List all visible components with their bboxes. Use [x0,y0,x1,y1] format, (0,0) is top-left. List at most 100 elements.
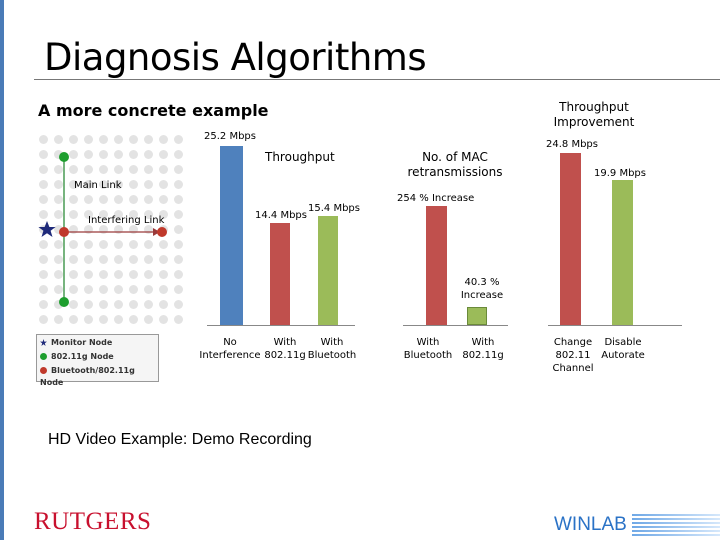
title-divider [34,79,720,80]
grid-dot [69,195,78,204]
grid-dot [144,270,153,279]
grid-dot [129,150,138,159]
grid-dot [144,165,153,174]
grid-dot [39,180,48,189]
grid-dot [114,240,123,249]
grid-dot [54,180,63,189]
circle-icon [40,353,47,360]
grid-dot [144,210,153,219]
grid-dot [174,255,183,264]
winlab-logo-stripes [632,514,720,538]
grid-dot [114,270,123,279]
grid-dot [39,195,48,204]
grid-dot [54,240,63,249]
chart-1-title: Throughput [265,150,335,164]
grid-dot [129,255,138,264]
grid-dot [174,180,183,189]
grid-dot [159,135,168,144]
grid-dot [129,270,138,279]
grid-dot [84,315,93,324]
bar-with-80211g [270,223,290,325]
grid-dot [129,225,138,234]
grid-dot [114,315,123,324]
grid-dot [99,180,108,189]
wifi-node-top [59,152,69,162]
grid-dot [159,165,168,174]
grid-dot [99,225,108,234]
bar-no-interference [220,146,243,325]
grid-dot [129,240,138,249]
grid-dot [69,165,78,174]
grid-dot [99,270,108,279]
monitor-node-star-icon [38,221,56,237]
grid-dot [114,135,123,144]
grid-dot [159,285,168,294]
bar-disable-autorate [612,180,633,325]
grid-dot [174,285,183,294]
data-label-15-4: 15.4 Mbps [308,203,360,214]
grid-dot [114,165,123,174]
grid-dot [69,135,78,144]
grid-dot [99,165,108,174]
category-label-change-channel: Change 802.11 Channel [552,337,594,374]
grid-dot [84,150,93,159]
legend-item-monitor: Monitor Node [40,337,112,349]
grid-dot [39,240,48,249]
grid-dot [39,165,48,174]
grid-dot [39,255,48,264]
grid-dot [129,285,138,294]
grid-dot [69,210,78,219]
interfering-link-label: Interfering Link [88,215,165,226]
grid-dot [144,240,153,249]
grid-dot [54,225,63,234]
category-label-bluetooth: With Bluetooth [307,337,357,361]
grid-dot [54,195,63,204]
grid-dot [54,315,63,324]
grid-dot [99,210,108,219]
grid-dot [159,270,168,279]
grid-dot [39,315,48,324]
annotation-254-increase: 254 % Increase [397,193,475,204]
grid-dot [84,255,93,264]
grid-dot [114,180,123,189]
annotation-40-3-increase: 40.3 % Increase [460,277,504,301]
left-accent-bar [0,0,4,540]
grid-dot [39,135,48,144]
grid-dot [159,150,168,159]
category-label-no-interference: No Interference [199,337,261,361]
grid-dot [69,180,78,189]
chart-3-title: Throughput Improvement [553,100,635,129]
grid-dot [114,225,123,234]
grid-dot [84,300,93,309]
category-label-retrans-bluetooth: With Bluetooth [403,337,453,361]
grid-dot [54,255,63,264]
grid-dot [114,150,123,159]
data-label-14-4: 14.4 Mbps [255,210,307,221]
grid-dot [99,135,108,144]
bt-node-left [59,227,69,237]
grid-dot [144,315,153,324]
grid-dot [54,270,63,279]
grid-dot [69,150,78,159]
arrow-head-icon [153,228,160,236]
bar-retrans-80211g [467,307,487,325]
grid-dot [99,285,108,294]
circle-icon [40,367,47,374]
grid-dot [114,300,123,309]
topology-legend: Monitor Node 802.11g Node Bluetooth/802.… [36,334,159,387]
grid-dot [144,180,153,189]
winlab-logo: WINLAB [554,514,627,535]
grid-dot [69,240,78,249]
grid-dot [174,225,183,234]
grid-dot [54,135,63,144]
node-grid [37,133,185,329]
grid-dot [174,135,183,144]
grid-dot [39,270,48,279]
grid-dot [159,300,168,309]
grid-dot [114,285,123,294]
grid-dot [129,135,138,144]
grid-dot [144,225,153,234]
legend-item-bluetooth: Bluetooth/802.11g Node [40,366,135,387]
grid-dot [39,210,48,219]
